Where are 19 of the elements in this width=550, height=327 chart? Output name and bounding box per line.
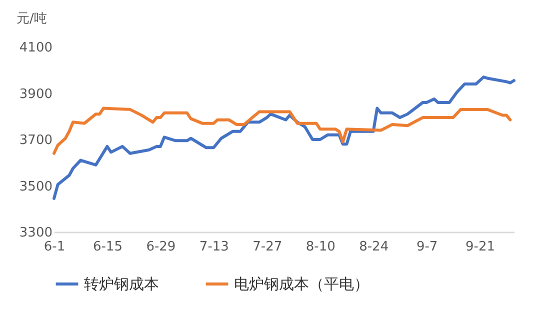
y-tick-label: 4100 [19,40,52,56]
legend-label: 转炉钢成本 [84,275,159,293]
x-tick-label: 8-10 [306,240,336,254]
y-tick-label: 3300 [19,226,52,240]
x-tick-label: 9-21 [466,240,496,254]
x-tick-label: 6-29 [146,240,176,254]
y-tick-label: 3500 [19,179,52,194]
x-tick-label: 9-7 [416,240,438,254]
x-tick-label: 6-15 [92,240,122,254]
x-tick-label: 7-27 [252,240,282,254]
x-tick-label: 8-24 [359,240,389,254]
y-tick-label: 3900 [19,86,52,102]
y-tick-label: 3700 [19,133,52,148]
x-tick-label: 6-1 [44,240,66,254]
x-tick-label: 7-13 [199,240,229,254]
legend-label: 电炉钢成本（平电） [234,275,369,293]
line-series [52,106,512,155]
line-series [52,76,516,200]
y-axis-title: 元/吨 [16,12,47,26]
